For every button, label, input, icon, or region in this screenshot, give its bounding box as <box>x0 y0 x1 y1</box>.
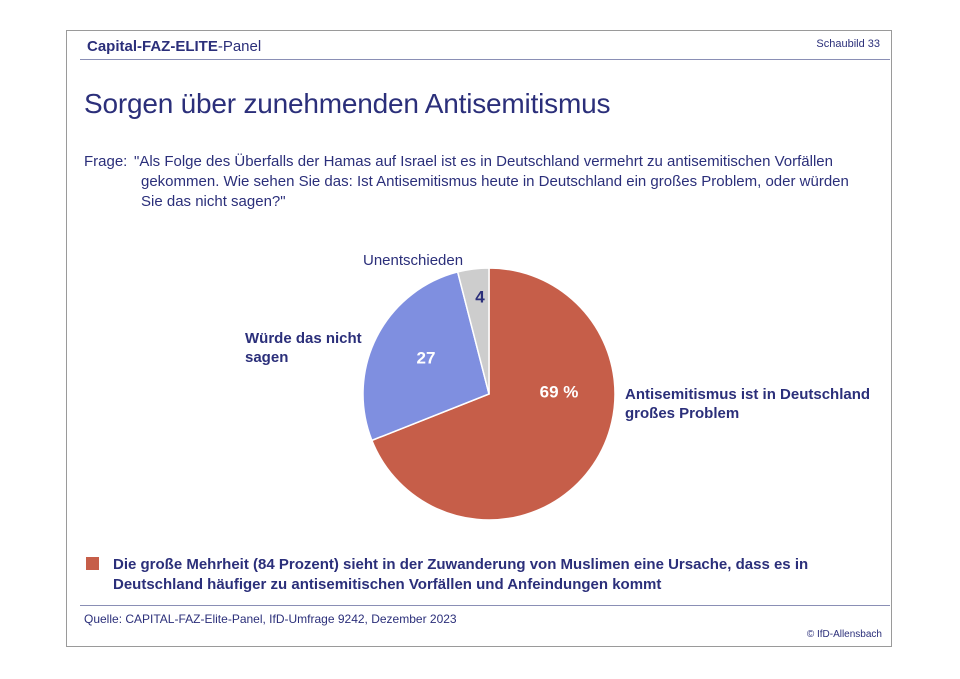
pie-slice-problem <box>370 267 616 521</box>
copyright: © IfD-Allensbach <box>806 629 882 640</box>
survey-question: Frage: "Als Folge des Überfalls der Hama… <box>84 152 864 212</box>
pie-slice-unentschieden <box>456 267 490 395</box>
question-text: "Als Folge des Überfalls der Hamas auf I… <box>134 153 849 210</box>
slice-label-nicht-sagen: Würde das nicht sagen <box>245 330 362 366</box>
figure-number: Schaubild 33 <box>816 38 880 50</box>
header-divider <box>80 59 890 60</box>
brand-label: Capital-FAZ-ELITE-Panel <box>87 38 262 55</box>
footnote-bullet-icon <box>86 557 99 570</box>
source-note: Quelle: CAPITAL-FAZ-Elite-Panel, IfD-Umf… <box>84 612 457 626</box>
footnote-text: Die große Mehrheit (84 Prozent) sieht in… <box>113 556 809 593</box>
slice-label-unentschieden: Unentschieden <box>363 252 463 269</box>
data-label-nicht-sagen: 27 <box>417 348 436 367</box>
question-label: Frage: <box>84 153 128 170</box>
data-label-unentschieden: 4 <box>475 287 485 306</box>
slice-label-problem: Antisemitismus ist in Deutschland großes … <box>625 386 870 422</box>
footnote: Die große Mehrheit (84 Prozent) sieht in… <box>86 555 876 595</box>
pie-slice-nicht-sagen <box>362 271 490 442</box>
figure-frame <box>66 30 892 647</box>
data-label-problem: 69 % <box>540 382 579 401</box>
page-title: Sorgen über zunehmenden Antisemitismus <box>84 88 611 119</box>
footer-divider <box>80 605 890 606</box>
